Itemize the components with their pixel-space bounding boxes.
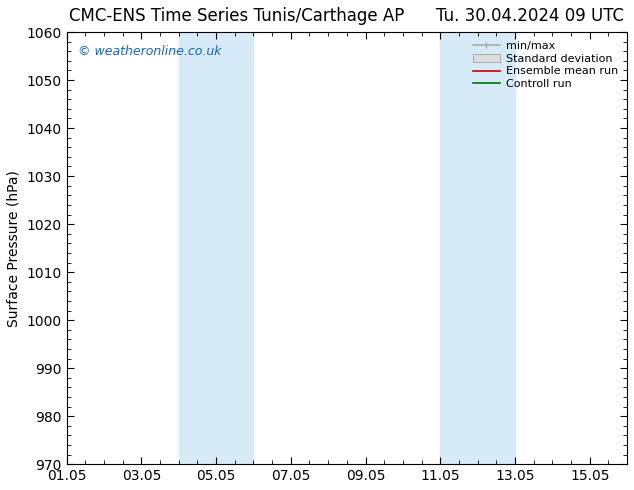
Title: CMC-ENS Time Series Tunis/Carthage AP      Tu. 30.04.2024 09 UTC: CMC-ENS Time Series Tunis/Carthage AP Tu… [69, 7, 624, 25]
Text: © weatheronline.co.uk: © weatheronline.co.uk [78, 45, 221, 58]
Bar [179, 32, 254, 464]
Y-axis label: Surface Pressure (hPa): Surface Pressure (hPa) [7, 170, 21, 326]
Bar [440, 32, 515, 464]
Legend: min/max, Standard deviation, Ensemble mean run, Controll run: min/max, Standard deviation, Ensemble me… [469, 38, 621, 93]
